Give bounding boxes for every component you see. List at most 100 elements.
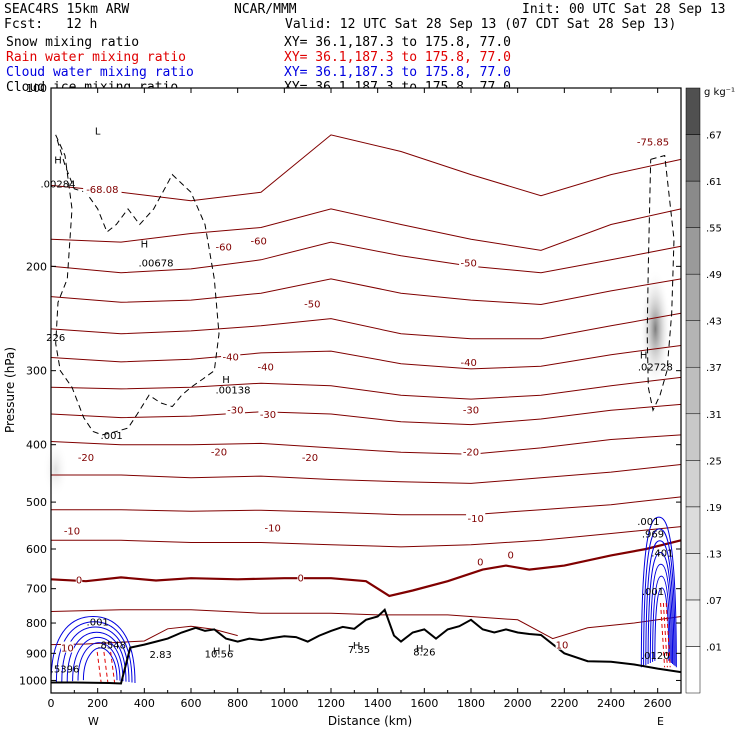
- colorbar-label: .61: [706, 177, 722, 188]
- contour-label: -50: [460, 258, 476, 269]
- contour-label: 0: [477, 558, 483, 569]
- x-tick-label: 600: [181, 697, 202, 710]
- temperature-contour: [50, 539, 682, 598]
- contour-label: -10: [64, 526, 80, 537]
- cloud-ice-contours: [55, 134, 675, 436]
- east-label: E: [657, 715, 664, 728]
- field-label: Rain water mixing ratio: [6, 50, 186, 65]
- y-tick-label: 1000: [19, 674, 47, 687]
- temperature-contour: [50, 625, 238, 646]
- x-tick-label: 1000: [270, 697, 298, 710]
- fcst-value: 12 h: [66, 17, 97, 32]
- contour-label: -30: [227, 406, 243, 417]
- contour-label-bg: [60, 641, 74, 653]
- extremum-label: 10.56: [205, 649, 234, 660]
- extremum-label: .001: [637, 517, 659, 528]
- contour-label-bg: [297, 571, 304, 583]
- x-tick-label: 1200: [317, 697, 345, 710]
- field-label: Cloud water mixing ratio: [6, 65, 194, 80]
- contour-label-bg: [302, 297, 322, 309]
- contour-label-bg: [225, 403, 245, 415]
- contour-label-bg: [258, 407, 278, 419]
- contour-label-bg: [263, 521, 283, 533]
- contour-label: -20: [78, 453, 94, 464]
- extremum-label: .02728: [638, 362, 673, 373]
- extremum-label: H: [54, 155, 62, 166]
- plot-area: -75.85 -68.08 -60 -60 -50 -50 -40 -40 -40 -30 -30 -…: [41, 87, 682, 694]
- y-tick-label: 400: [26, 439, 47, 452]
- cloud-water-contour: [66, 631, 127, 682]
- extremum-label: .001: [101, 431, 123, 442]
- contour-label-bg: [209, 445, 229, 457]
- extrema-labels: H.00284LH.00678226H.00138.001H.02728LH10…: [41, 127, 674, 676]
- temperature-contour: [50, 241, 682, 274]
- temperature-contour: [50, 434, 682, 455]
- extremum-label: .401: [651, 548, 673, 559]
- y-tick-label: 100: [26, 82, 47, 95]
- plot-border: [50, 87, 682, 694]
- contour-label-bg: [76, 451, 96, 463]
- contour-label: 0: [297, 573, 303, 584]
- contour-label-bg: [459, 355, 479, 367]
- colorbar-unit: g kg⁻¹: [704, 87, 735, 98]
- contour-label: -60: [215, 242, 231, 253]
- contour-label-bg: [83, 182, 122, 194]
- contour-label: 0: [76, 575, 82, 586]
- rain-contour: [662, 602, 668, 668]
- colorbar: .01 .07 .13 .19 .25 .31 .37 .43 .49 .55 .61 .67: [685, 87, 722, 694]
- temperature-contour: [50, 312, 682, 340]
- contour-label: -40: [222, 353, 238, 364]
- extremum-label: L: [228, 644, 234, 655]
- extremum-label: 8.26: [413, 647, 435, 658]
- contour-label-bg: [300, 451, 320, 463]
- colorbar-label: .19: [706, 503, 722, 514]
- y-tick-label: 300: [26, 365, 47, 378]
- colorbar-label: .25: [706, 456, 722, 467]
- field-legend: Snow mixing ratio XY= 36.1,187.3 to 175.8…: [6, 35, 511, 95]
- y-tick-label: 200: [26, 260, 47, 273]
- shade-region: [42, 440, 69, 498]
- rain-contour: [660, 602, 666, 668]
- extremum-label: 7.35: [348, 645, 370, 656]
- temperature-contour: [50, 278, 682, 306]
- temperature-contour: [50, 134, 682, 202]
- contour-label: -20: [211, 448, 227, 459]
- colorbar-label: .43: [706, 317, 722, 328]
- extremum-label: .00284: [41, 180, 76, 191]
- temperature-contour: [50, 345, 682, 370]
- colorbar-swatch: [685, 227, 701, 275]
- colorbar-label: .31: [706, 410, 722, 421]
- colorbar-swatch: [685, 180, 701, 228]
- contour-label: -68.08: [86, 185, 118, 196]
- contour-label-bg: [461, 445, 481, 457]
- contour-label: -50: [304, 299, 320, 310]
- colorbar-swatch: [685, 646, 701, 694]
- cloud-water-contour: [649, 563, 672, 663]
- contour-label-bg: [477, 555, 484, 567]
- cloud-water-contours: [50, 516, 677, 684]
- extremum-label: 2.83: [150, 650, 172, 661]
- valid-time: Valid: 12 UTC Sat 28 Sep 13 (07 CDT Sat …: [285, 17, 676, 32]
- terrain-line: [51, 608, 682, 685]
- contour-label-bg: [249, 234, 269, 246]
- extremum-label: .00678: [139, 258, 174, 269]
- contour-label: -10: [467, 514, 483, 525]
- temperature-contour: [50, 609, 682, 640]
- x-tick-label: 2600: [644, 697, 672, 710]
- contour-label: -20: [302, 453, 318, 464]
- contour-label: -10: [264, 524, 280, 535]
- y-axis-label: Pressure (hPa): [3, 347, 17, 433]
- contour-label-bg: [221, 350, 241, 362]
- contour-label: -60: [250, 237, 266, 248]
- colorbar-swatch: [685, 553, 701, 601]
- x-tick-label: 2000: [504, 697, 532, 710]
- temperature-contour: [51, 496, 682, 516]
- rain-contour: [110, 651, 116, 684]
- colorbar-label: .13: [706, 549, 722, 560]
- x-tick-label: 1400: [364, 697, 392, 710]
- colorbar-swatch: [685, 413, 701, 461]
- contour-label-bg: [75, 573, 83, 585]
- extremum-label: 226: [46, 333, 65, 344]
- rain-contour: [103, 651, 109, 684]
